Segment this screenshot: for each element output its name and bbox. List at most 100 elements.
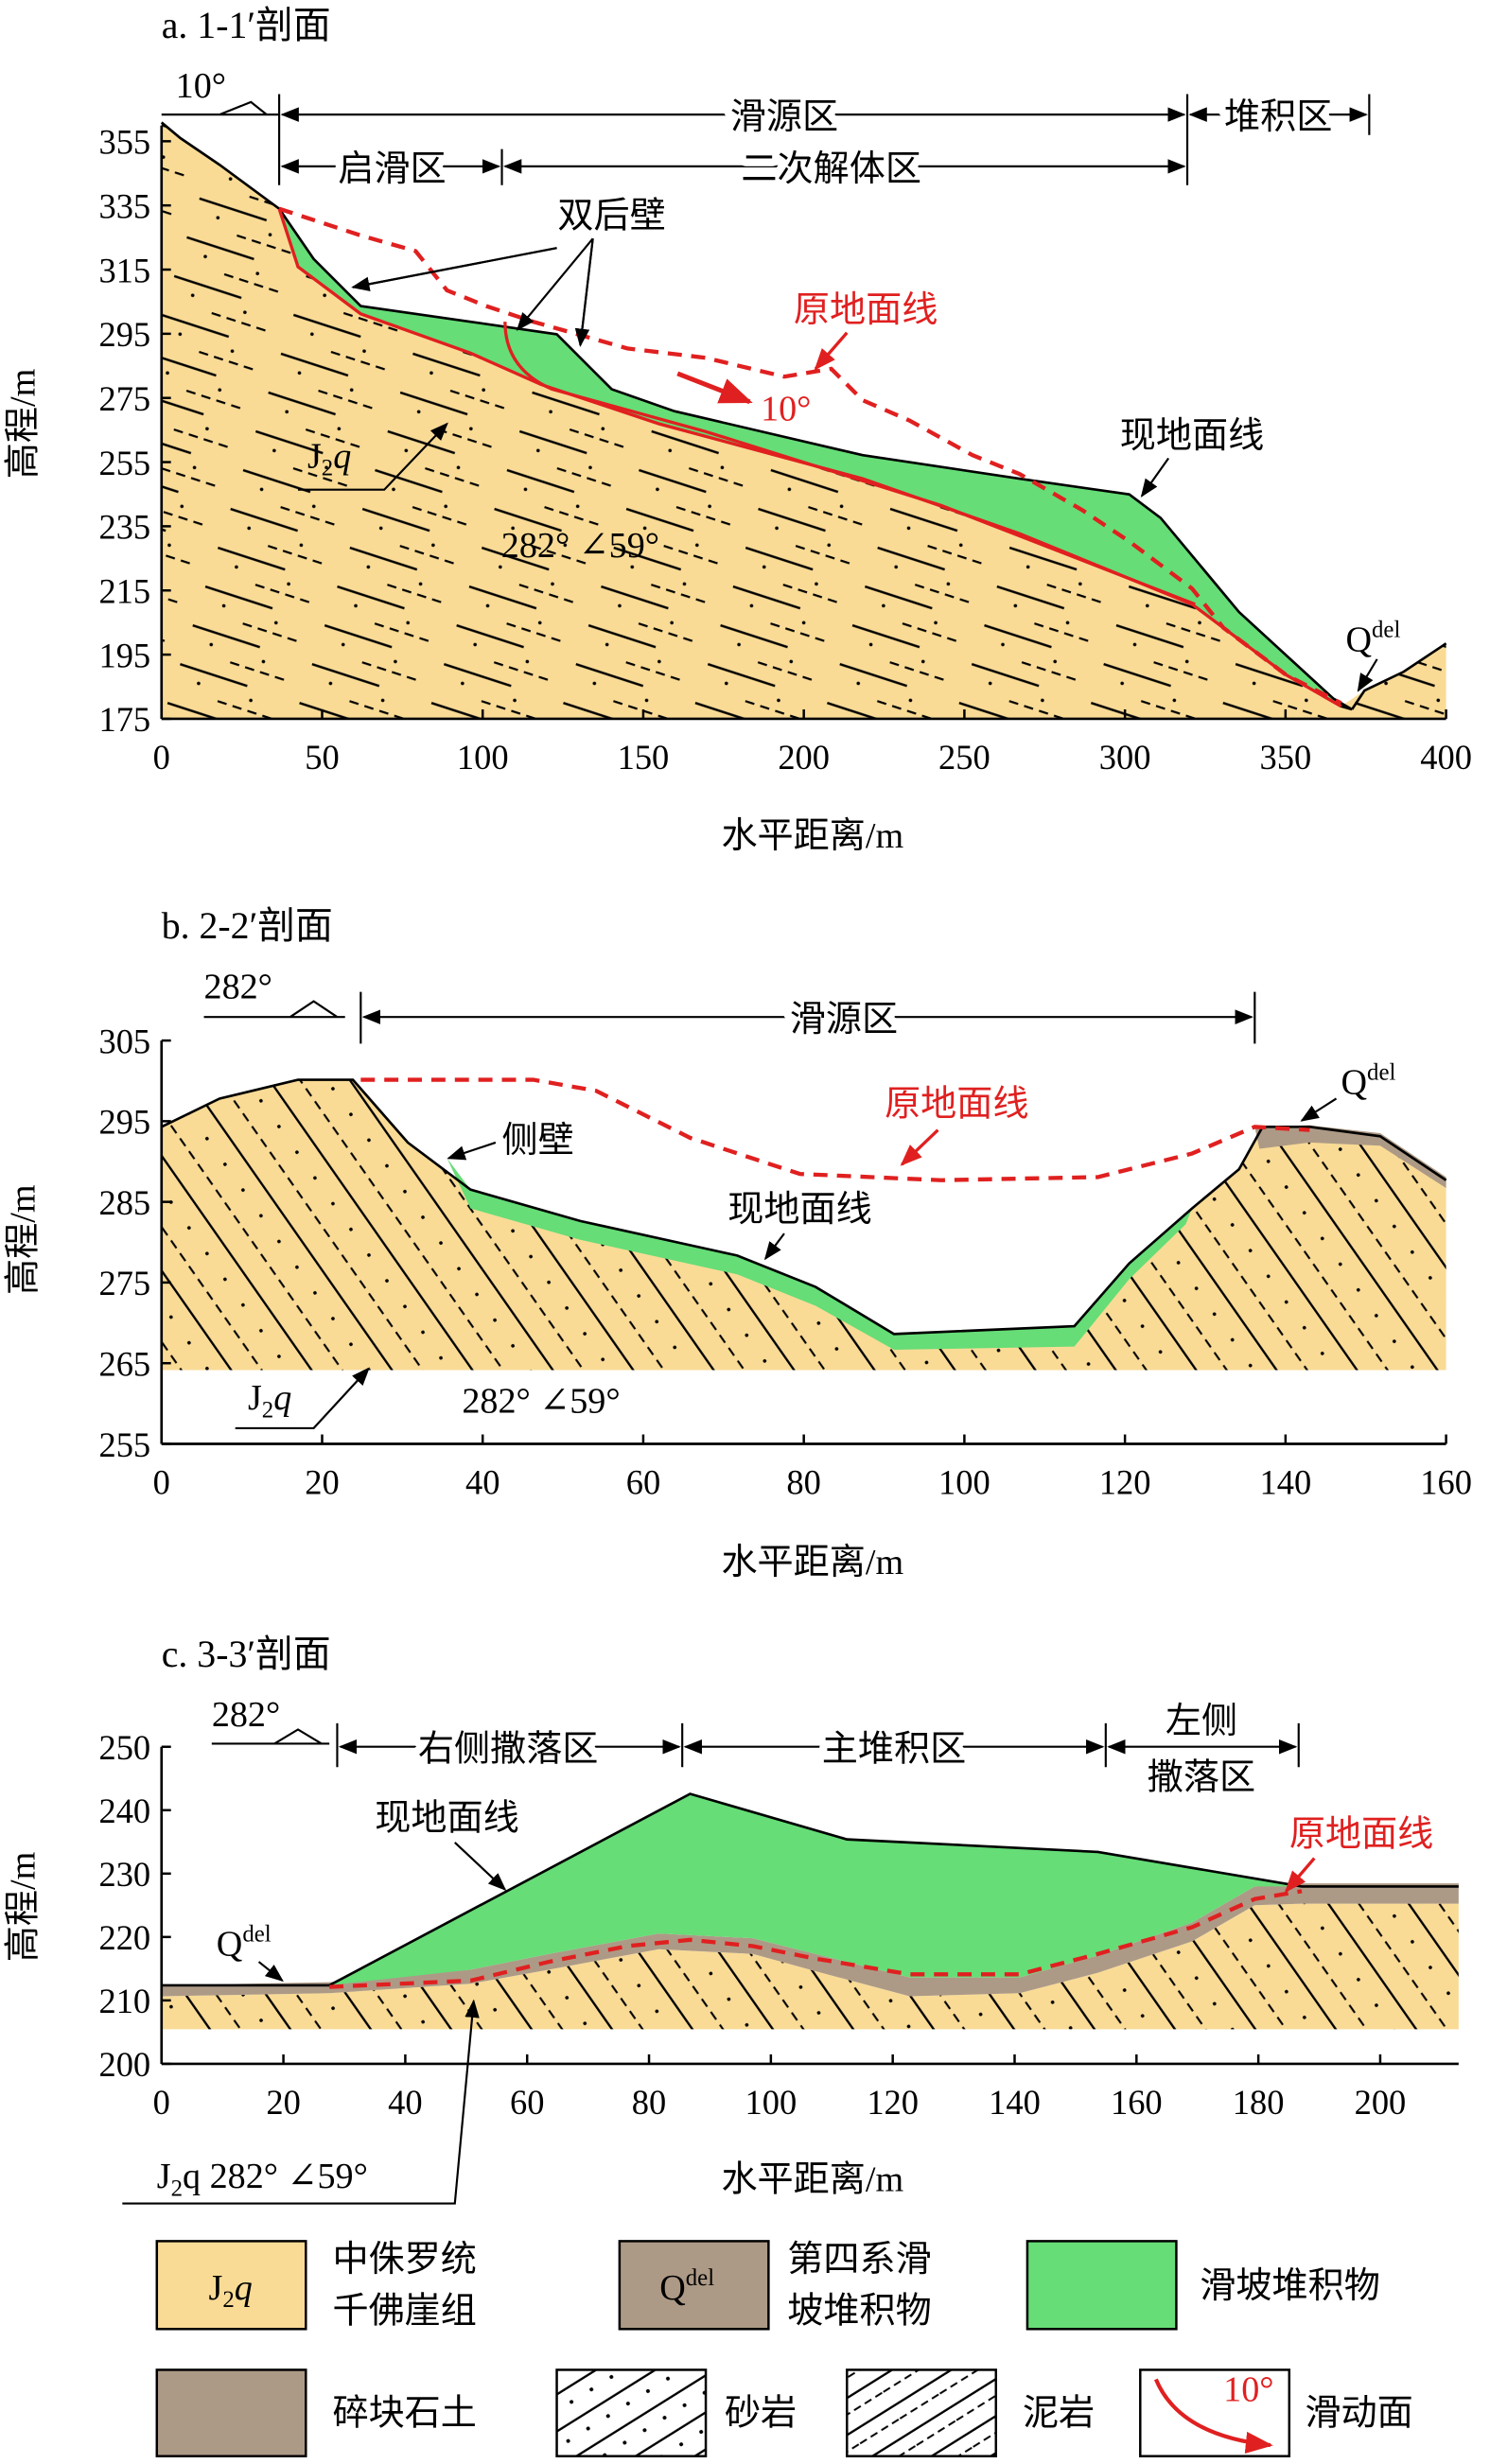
zone-label: 二次解体区 (741, 149, 921, 189)
zone-label: 堆积区 (1224, 97, 1332, 137)
x-tick-label: 200 (778, 738, 830, 777)
y-tick-label: 210 (98, 1982, 150, 2020)
attitude: 282° ∠59° (462, 1381, 620, 1421)
annotation: 侧壁 (502, 1120, 574, 1161)
x-tick-label: 140 (1260, 1463, 1312, 1502)
leader (1300, 1097, 1338, 1122)
attitude: 282° ∠59° (501, 526, 659, 566)
strata-label: J2q 282° ∠59° (157, 2157, 368, 2201)
leader (235, 1367, 370, 1429)
panel-title: a. 1-1′剖面 (162, 5, 331, 46)
panel-a: a. 1-1′剖面 10° 滑源区 堆积区 启滑区 二次解体区 双后壁 原地面线… (3, 5, 1447, 856)
zone-label: 滑源区 (730, 97, 838, 137)
strike-symbol (203, 1000, 345, 1019)
y-tick-label: 295 (98, 1103, 150, 1142)
annotation: 原地面线 (794, 290, 938, 330)
x-tick-label: 100 (745, 2083, 798, 2122)
strike-symbol (161, 100, 280, 116)
original-ground (360, 1077, 1310, 1182)
y-tick-label: 265 (98, 1344, 150, 1383)
strike-label: 282° (212, 1695, 280, 1735)
legend-label: 泥岩 (1023, 2394, 1095, 2434)
panel-b: b. 2-2′剖面 282° 滑源区 侧壁 原地面线 现地面线 Qdel J2q… (3, 905, 1447, 1582)
x-tick-label: 0 (153, 2083, 170, 2122)
y-tick-label: 355 (98, 123, 150, 162)
x-tick-label: 100 (457, 738, 509, 777)
x-tick-label: 180 (1233, 2083, 1285, 2122)
qdel-label: Qdel (1345, 618, 1400, 660)
x-tick-label: 120 (1099, 1463, 1151, 1502)
ground-line (1351, 642, 1447, 710)
legend-label: 坡堆积物 (787, 2292, 931, 2332)
ground-line (161, 1078, 1447, 1336)
annotation: 现地面线 (1120, 416, 1264, 456)
panel-c: c. 3-3′剖面 282° 右侧撒落区 主堆积区 左侧 撒落区 现地面线 原地… (3, 1634, 1459, 2205)
ground-line (160, 121, 280, 210)
y-tick-label: 195 (98, 636, 150, 674)
strike-label: 10° (176, 66, 226, 106)
x-tick-label: 40 (465, 1463, 500, 1502)
x-axis-label: 水平距离/m (721, 815, 903, 856)
y-axis-label: 高程/m (3, 1184, 43, 1295)
x-tick-label: 140 (989, 2083, 1041, 2122)
zone-label: 主堆积区 (822, 1730, 966, 1770)
x-tick-label: 40 (388, 2083, 422, 2122)
original-ground (329, 1889, 1303, 1989)
x-tick-label: 0 (153, 1463, 170, 1502)
x-tick-label: 100 (938, 1463, 990, 1502)
leader (1357, 658, 1378, 692)
y-tick-label: 255 (98, 1425, 150, 1464)
x-tick-label: 200 (1355, 2083, 1407, 2122)
x-tick-label: 120 (867, 2083, 919, 2122)
x-tick-label: 160 (1420, 1463, 1472, 1502)
y-tick-label: 220 (98, 1918, 150, 1957)
x-tick-label: 50 (305, 738, 339, 777)
x-tick-label: 150 (618, 738, 670, 777)
bedrock (161, 122, 1446, 719)
leader (574, 238, 594, 347)
leader (763, 1232, 785, 1261)
x-tick-label: 160 (1111, 2083, 1163, 2122)
slide-deposit (329, 1793, 1303, 1985)
y-tick-label: 315 (98, 251, 150, 289)
legend-label: 砂岩 (725, 2394, 797, 2434)
y-axis-label: 高程/m (3, 368, 43, 479)
leader (447, 1141, 497, 1161)
slide-direction (676, 371, 753, 405)
strike-symbol (211, 1728, 330, 1745)
annotation: 现地面线 (727, 1190, 871, 1230)
legend-swatch (155, 2368, 307, 2457)
zone-label: 滑源区 (790, 1000, 898, 1040)
legend-swatch (155, 2240, 307, 2331)
y-tick-label: 230 (98, 1855, 150, 1894)
x-tick-label: 350 (1260, 738, 1312, 777)
x-tick-label: 20 (305, 1463, 339, 1502)
zone-label: 撒落区 (1148, 1758, 1255, 1798)
leader (900, 1128, 939, 1166)
legend-swatch (618, 2240, 770, 2331)
x-tick-label: 20 (266, 2083, 300, 2122)
legend-label: 滑坡堆积物 (1200, 2266, 1380, 2306)
bedrock (161, 1903, 1459, 2030)
legend-label: 千佛崖组 (332, 2292, 476, 2332)
zone-bounds (336, 1722, 1300, 1768)
x-tick-label: 60 (510, 2083, 544, 2122)
annotation: 原地面线 (885, 1085, 1028, 1125)
y-tick-label: 235 (98, 508, 150, 547)
legend-slip-arrow (1153, 2378, 1273, 2454)
y-tick-label: 255 (98, 444, 150, 482)
annotation: 10° (761, 390, 811, 429)
leader (122, 1999, 480, 2205)
x-tick-label: 60 (626, 1463, 660, 1502)
y-tick-label: 305 (98, 1022, 150, 1060)
strata-label: J2q (248, 1378, 291, 1423)
strike-label: 282° (204, 967, 272, 1006)
legend-swatch (555, 2368, 708, 2457)
legend-label: 中侏罗统 (332, 2239, 476, 2280)
x-tick-label: 80 (786, 1463, 820, 1502)
zone-bounds (278, 94, 1371, 185)
x-axis-label: 水平距离/m (721, 2158, 903, 2199)
annotation: 原地面线 (1289, 1814, 1433, 1854)
